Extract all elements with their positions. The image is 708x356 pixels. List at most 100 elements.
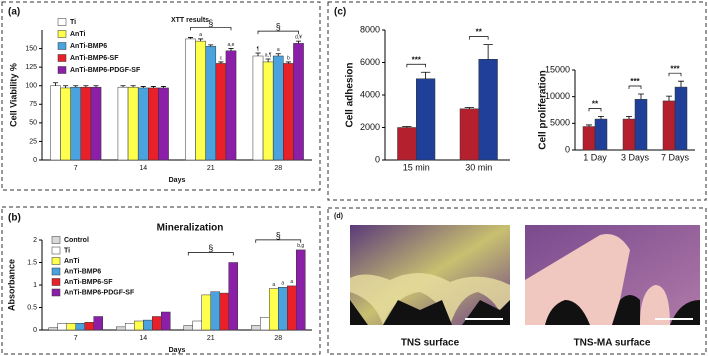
error-bar — [150, 86, 156, 88]
error-bar — [52, 82, 59, 86]
legend-swatch — [57, 66, 67, 74]
annotation: *** — [412, 55, 422, 64]
x-axis-label: Days — [169, 347, 186, 354]
x-tick-label: 14 — [139, 165, 147, 172]
error-bar — [483, 44, 493, 60]
error-bar — [73, 85, 79, 88]
legend-label: AnTi-BMP6 — [64, 268, 101, 275]
error-bar — [626, 116, 632, 120]
annotation: a — [272, 282, 275, 288]
bar — [48, 327, 58, 331]
legend-label: AnTi-BMP6 — [70, 43, 107, 50]
x-axis-label: Days — [169, 177, 186, 184]
image-caption: TNS-MA surface — [574, 338, 651, 349]
legend-swatch — [57, 18, 67, 26]
bar — [185, 38, 196, 161]
legend-swatch — [51, 246, 61, 255]
y-axis-label: Absorbance — [6, 259, 16, 311]
x-tick-label: 7 Days — [661, 152, 690, 162]
bar — [251, 325, 261, 331]
x-tick-label: 28 — [274, 165, 282, 172]
legend-label: AnTi-BMP6-PDGF-SF — [64, 289, 135, 296]
bar — [93, 316, 103, 331]
y-tick-label: 4000 — [360, 89, 380, 99]
bar — [70, 86, 82, 161]
x-tick-label: 30 min — [465, 162, 492, 172]
bar — [127, 86, 139, 161]
annotation: § — [276, 22, 281, 32]
bar — [416, 78, 436, 161]
legend-label: Ti — [64, 247, 70, 254]
error-bar — [285, 61, 291, 64]
error-bar — [140, 86, 146, 88]
bar — [134, 320, 144, 331]
bar — [459, 108, 479, 161]
y-axis-label: Cell Viability % — [8, 63, 18, 127]
bar — [60, 87, 71, 161]
bracket — [406, 63, 426, 68]
annotation: § — [208, 243, 213, 253]
bar — [397, 127, 417, 161]
bar — [262, 61, 274, 161]
annotation: a — [290, 279, 293, 285]
annotation: a — [277, 47, 280, 53]
error-bar — [63, 85, 69, 88]
y-tick-label: 150 — [25, 45, 37, 52]
annotation: a,e — [228, 42, 235, 48]
legend-label: Ti — [70, 19, 76, 26]
bar — [205, 46, 217, 161]
legend-label: AnTi — [64, 258, 79, 265]
x-tick-label: 3 Days — [621, 152, 650, 162]
bar — [143, 319, 153, 331]
bar — [252, 55, 264, 161]
panel-box — [327, 1, 707, 201]
bracket — [257, 30, 299, 35]
bar — [57, 323, 67, 331]
x-tick-label: 14 — [139, 335, 147, 342]
bar — [183, 325, 193, 331]
error-bar — [255, 52, 261, 56]
y-tick-label: 25 — [29, 138, 37, 145]
panel-box — [1, 1, 321, 191]
error-bar — [598, 116, 604, 120]
bar — [117, 86, 129, 161]
annotation: a — [199, 32, 202, 38]
bar — [634, 99, 648, 151]
micrograph — [525, 225, 700, 325]
y-tick-label: 50 — [29, 120, 37, 127]
y-tick-label: 0 — [375, 154, 380, 164]
legend-swatch — [57, 42, 67, 50]
error-bar — [295, 40, 302, 44]
legend-swatch — [51, 278, 61, 286]
micrograph — [350, 225, 510, 325]
error-bar — [228, 48, 234, 51]
annotation: b — [287, 55, 290, 61]
bar — [269, 288, 279, 331]
x-tick-label: 1 Day — [583, 152, 607, 162]
bar — [50, 85, 61, 161]
y-tick-label: 2000 — [360, 122, 380, 132]
bar — [283, 63, 294, 161]
bracket — [469, 36, 489, 40]
legend-swatch — [51, 236, 61, 244]
image-caption: TNS surface — [401, 338, 460, 349]
y-tick-label: 125 — [25, 64, 37, 71]
panel-label: (c) — [334, 7, 346, 18]
x-tick-label: 28 — [274, 335, 282, 342]
panel-label: (d) — [334, 213, 343, 220]
y-tick-label: 0 — [33, 327, 37, 334]
bar — [125, 323, 135, 331]
error-bar — [420, 71, 431, 79]
bar — [84, 322, 94, 331]
error-bar — [130, 85, 136, 88]
y-axis-label: Cell proliferation — [538, 70, 549, 149]
bar — [90, 86, 102, 161]
error-bar — [198, 38, 204, 42]
y-tick-label: 15000 — [545, 64, 570, 74]
annotation: *** — [670, 64, 680, 73]
error-bar — [402, 126, 412, 128]
bar — [192, 320, 202, 331]
bar — [210, 291, 220, 331]
bracket — [255, 239, 302, 243]
x-tick-label: 15 min — [403, 162, 430, 172]
